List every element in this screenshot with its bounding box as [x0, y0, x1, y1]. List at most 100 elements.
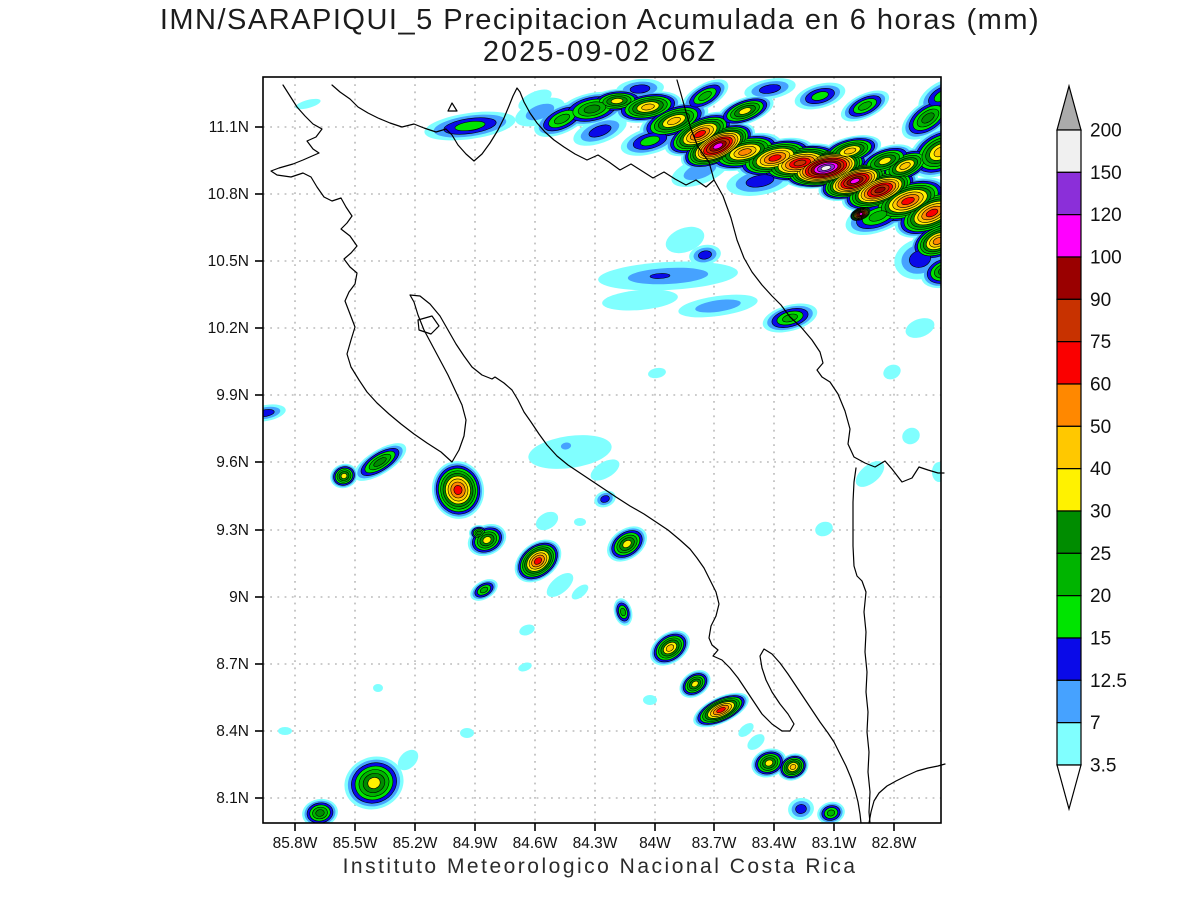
precip-contour-cell	[789, 764, 797, 770]
precip-contour-cell	[648, 367, 666, 379]
colorbar-label: 12.5	[1090, 671, 1127, 692]
plot-subtitle: 2025-09-02 06Z	[482, 36, 718, 68]
precip-contour-cell	[397, 749, 419, 771]
x-axis-tick-label: 85.5W	[333, 835, 378, 852]
precip-contour-cell	[315, 809, 325, 817]
precip-contour-cell	[367, 777, 381, 789]
x-axis-tick-label: 83.4W	[752, 835, 797, 852]
colorbar-label: 3.5	[1090, 756, 1116, 777]
precip-contour-cell	[629, 84, 651, 94]
colorbar-label: 150	[1090, 163, 1122, 184]
precip-contour-cell	[921, 112, 935, 124]
colorbar-segment	[1056, 468, 1082, 512]
colorbar-segment	[1056, 425, 1082, 470]
precip-contour-cell	[373, 684, 383, 692]
y-axis-tick-label: 9.6N	[216, 454, 249, 471]
precip-contour-cell	[528, 435, 612, 469]
y-axis-tick-label: 10.5N	[208, 253, 249, 270]
precip-contour-cell	[868, 210, 888, 222]
colorbar-label: 30	[1090, 502, 1111, 523]
precip-contour-cell	[768, 154, 782, 162]
precip-contour-cell	[815, 521, 833, 537]
precip-contour-cell	[454, 120, 486, 132]
colorbar-label: 50	[1090, 417, 1111, 438]
footer-credit: Instituto Meteorologico Nacional Costa R…	[342, 855, 858, 878]
colorbar-segment	[1056, 171, 1082, 216]
colorbar: 200 150 120 100 90 75 60 50 40 30 25 20 15 12.5 7 3.5	[1056, 83, 1127, 812]
colorbar-label: 90	[1090, 290, 1111, 311]
precip-contour-cell	[667, 117, 681, 125]
axis-labels: 85.8W 85.5W 85.2W 84.9W 84.6W 84.3W 84W 83.7W 83…	[208, 119, 917, 852]
precip-contour-cell	[878, 157, 892, 165]
y-axis-tick-label: 8.1N	[216, 790, 249, 807]
precip-contour-cell	[640, 135, 660, 147]
x-axis-tick-label: 83.1W	[812, 835, 857, 852]
colorbar-segment	[1056, 637, 1082, 681]
colorbar-segment	[1056, 298, 1082, 343]
precip-contour-cell	[698, 91, 712, 101]
precip-contour-cell	[938, 266, 941, 276]
precip-contour-cell	[850, 178, 860, 184]
precip-contour-cell	[453, 485, 463, 495]
colorbar-segment	[1056, 383, 1082, 427]
map-frame	[262, 76, 942, 824]
precip-contour-cell	[574, 518, 586, 526]
precip-contour-cell	[590, 459, 620, 481]
colorbar-segment	[1056, 214, 1082, 258]
precip-contour-cell	[479, 586, 489, 594]
precip-contour-cell	[340, 473, 348, 479]
precip-contour-cell	[716, 706, 726, 714]
precip-contour-cell	[826, 809, 836, 817]
precip-contour-cell	[602, 289, 678, 311]
precip-contour-cell	[858, 101, 872, 111]
coastline-path	[447, 102, 458, 112]
precip-contour-cell	[934, 263, 941, 279]
precip-contour-cell	[295, 98, 321, 110]
colorbar-segment	[1056, 510, 1082, 554]
colorbar-label: 60	[1090, 375, 1111, 396]
colorbar-label: 40	[1090, 459, 1111, 480]
precip-contour-cell	[759, 84, 781, 94]
precip-contour-cell	[643, 695, 657, 705]
precip-contour-cell	[571, 584, 589, 600]
precip-contour-cell	[902, 427, 920, 445]
precip-contour-cell	[534, 557, 542, 565]
precip-contour-cell	[620, 607, 626, 617]
precip-contour-cell	[600, 495, 610, 503]
plot-title: IMN/SARAPIQUI_5 Precipitacion Acumulada …	[159, 4, 1041, 36]
precip-contour-cell	[641, 103, 655, 111]
precipitation-cells	[263, 78, 941, 823]
precip-contour-cell	[855, 461, 885, 487]
precip-contour-cell	[695, 299, 741, 313]
colorbar-label: 100	[1090, 248, 1122, 269]
colorbar-label: 75	[1090, 332, 1111, 353]
colorbar-segment	[1056, 552, 1082, 597]
precip-contour-cell	[649, 273, 671, 279]
precip-contour-cell	[925, 208, 939, 218]
colorbar-label: 25	[1090, 544, 1111, 565]
y-axis-tick-label: 8.7N	[216, 656, 249, 673]
precip-contour-cell	[793, 159, 807, 167]
coastline-path	[852, 467, 871, 824]
y-axis-tick-label: 10.2N	[208, 320, 249, 337]
y-axis-tick-label: 10.8N	[208, 186, 249, 203]
precip-contour-cell	[263, 409, 275, 417]
x-axis-tick-label: 85.2W	[393, 835, 438, 852]
x-axis-tick-label: 84W	[639, 835, 671, 852]
colorbar-overflow-arrow	[1056, 83, 1082, 131]
coastline-layer	[270, 79, 946, 824]
precip-contour-cell	[583, 104, 601, 114]
precip-contour-cell	[519, 624, 535, 636]
colorbar-segment	[1056, 595, 1082, 639]
x-axis-tick-label: 84.3W	[573, 835, 618, 852]
colorbar-label: 15	[1090, 629, 1111, 650]
precip-contour-cell	[460, 728, 474, 738]
precip-contour-cell	[712, 142, 724, 150]
colorbar-label: 7	[1090, 713, 1101, 734]
precip-contour-cell	[588, 124, 612, 138]
colorbar-underflow-arrow	[1056, 764, 1082, 812]
y-axis-tick-label: 9.9N	[216, 387, 249, 404]
precip-contour-cell	[665, 644, 675, 652]
precip-contour-cell	[901, 196, 915, 206]
